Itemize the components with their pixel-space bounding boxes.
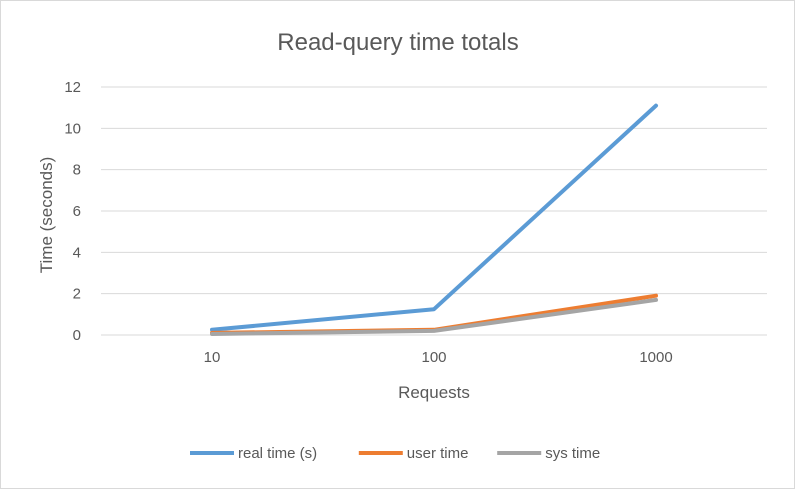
y-tick-label: 4 <box>73 244 81 261</box>
x-axis-ticks: 10 100 1000 <box>204 349 673 366</box>
legend: real time (s) user time sys time <box>190 445 600 462</box>
series-lines <box>210 103 658 336</box>
y-axis-ticks: 0 2 4 6 8 10 12 <box>64 79 81 344</box>
y-axis-title: Time (seconds) <box>37 157 56 274</box>
x-tick-label: 100 <box>421 349 446 366</box>
y-tick-label: 12 <box>64 79 81 96</box>
x-tick-label: 10 <box>204 349 221 366</box>
y-tick-label: 0 <box>73 327 81 344</box>
chart-title: Read-query time totals <box>277 29 518 56</box>
legend-label: sys time <box>545 445 600 462</box>
y-tick-label: 8 <box>73 162 81 179</box>
y-tick-label: 10 <box>64 120 81 137</box>
x-tick-label: 1000 <box>639 349 672 366</box>
legend-label: real time (s) <box>238 445 317 462</box>
x-axis-title: Requests <box>398 383 470 402</box>
legend-label: user time <box>407 445 469 462</box>
series-line-2 <box>210 293 658 335</box>
series-line-1 <box>210 103 658 332</box>
gridlines <box>101 86 767 336</box>
y-tick-label: 6 <box>73 203 81 220</box>
y-tick-label: 2 <box>73 286 81 303</box>
